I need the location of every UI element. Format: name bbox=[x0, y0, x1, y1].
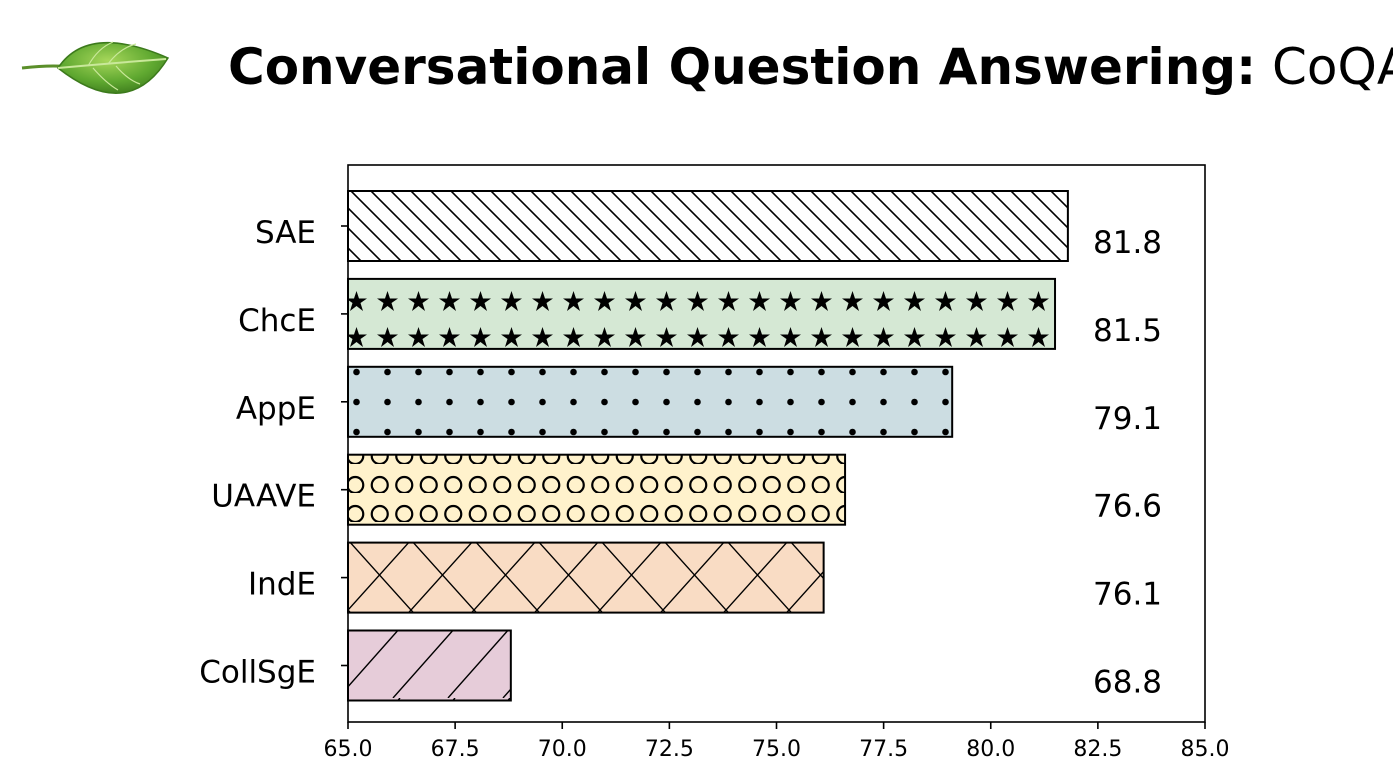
ytick-label-appe: AppE bbox=[236, 391, 316, 427]
xtick-label: 82.5 bbox=[1073, 737, 1122, 762]
xtick-label: 80.0 bbox=[966, 737, 1015, 762]
xtick-label: 77.5 bbox=[859, 737, 908, 762]
page-title: Conversational Question Answering: CoQA bbox=[228, 38, 1393, 96]
value-label-chce: 81.5 bbox=[1093, 313, 1162, 349]
bar-chce bbox=[347, 277, 1057, 350]
xtick-label: 70.0 bbox=[538, 737, 587, 762]
value-label-uaave: 76.6 bbox=[1093, 489, 1162, 525]
bar-collsge bbox=[347, 629, 512, 702]
value-label-sae: 81.8 bbox=[1093, 225, 1162, 261]
xtick-label: 67.5 bbox=[431, 737, 480, 762]
header: Conversational Question Answering: CoQA bbox=[0, 0, 1393, 140]
bar-appe bbox=[347, 365, 954, 438]
ytick-label-inde: IndE bbox=[248, 567, 316, 603]
value-label-appe: 79.1 bbox=[1093, 401, 1162, 437]
title-bold: Conversational Question Answering: bbox=[228, 38, 1257, 96]
value-label-inde: 76.1 bbox=[1093, 577, 1162, 613]
xtick-label: 75.0 bbox=[752, 737, 801, 762]
ytick-label-chce: ChcE bbox=[238, 303, 316, 339]
xtick-label: 72.5 bbox=[645, 737, 694, 762]
ytick-label-sae: SAE bbox=[255, 215, 316, 251]
leaf-icon bbox=[21, 41, 170, 94]
title-light: CoQA bbox=[1271, 38, 1393, 96]
bar-sae bbox=[347, 190, 1069, 262]
bar-inde bbox=[347, 541, 825, 614]
bar-uaave bbox=[347, 453, 847, 526]
xtick-label: 85.0 bbox=[1181, 737, 1230, 762]
ytick-label-collsge: CollSgE bbox=[199, 655, 316, 691]
ytick-label-uaave: UAAVE bbox=[211, 479, 316, 515]
xtick-label: 65.0 bbox=[324, 737, 373, 762]
value-label-collsge: 68.8 bbox=[1093, 665, 1162, 701]
